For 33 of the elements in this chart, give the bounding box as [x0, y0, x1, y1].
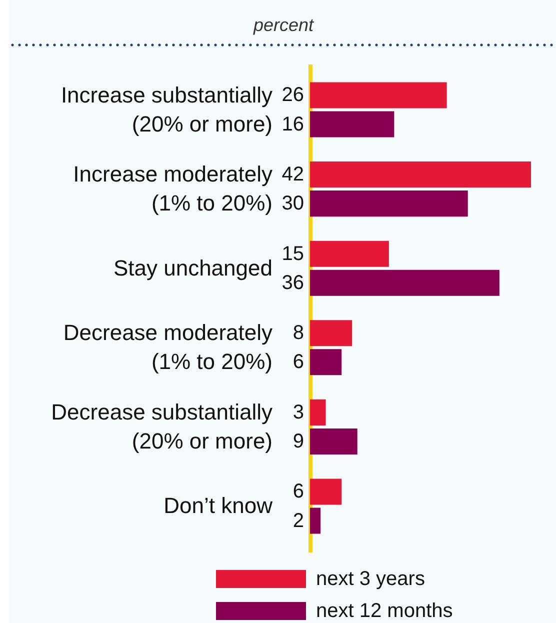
bar	[310, 162, 531, 188]
chart-title: percent	[252, 15, 315, 35]
data-label: 6	[292, 351, 304, 374]
bar	[310, 111, 394, 138]
bar	[310, 428, 358, 454]
legend-label: next 3 years	[316, 568, 425, 590]
bar	[310, 399, 326, 426]
bar	[310, 190, 468, 217]
y-tick-label: Increase moderately (1% to 20%)	[73, 162, 272, 216]
data-label: 8	[292, 322, 304, 344]
data-label: 36	[282, 272, 304, 294]
data-label: 9	[292, 430, 304, 452]
bar	[310, 82, 447, 108]
bar	[310, 320, 352, 346]
bar	[310, 508, 321, 534]
data-label: 6	[292, 480, 304, 503]
data-label: 2	[292, 510, 304, 532]
y-tick-label: Stay unchanged	[113, 255, 272, 280]
bar	[310, 349, 342, 376]
data-label: 30	[282, 192, 304, 215]
bar	[310, 270, 500, 296]
bar	[310, 478, 342, 505]
legend-label: next 12 months	[316, 600, 453, 622]
data-label: 3	[292, 401, 304, 424]
y-tick-label: Decrease substantially (20% or more)	[51, 399, 272, 454]
y-tick-label: Don’t know	[164, 493, 273, 518]
data-label: 26	[282, 84, 304, 106]
data-label: 15	[282, 242, 304, 265]
data-label: 16	[282, 113, 304, 136]
data-label: 42	[282, 164, 304, 186]
y-tick-label: Increase substantially (20% or more)	[60, 82, 272, 136]
y-tick-label: Decrease moderately (1% to 20%)	[63, 320, 272, 374]
bar	[310, 240, 389, 267]
